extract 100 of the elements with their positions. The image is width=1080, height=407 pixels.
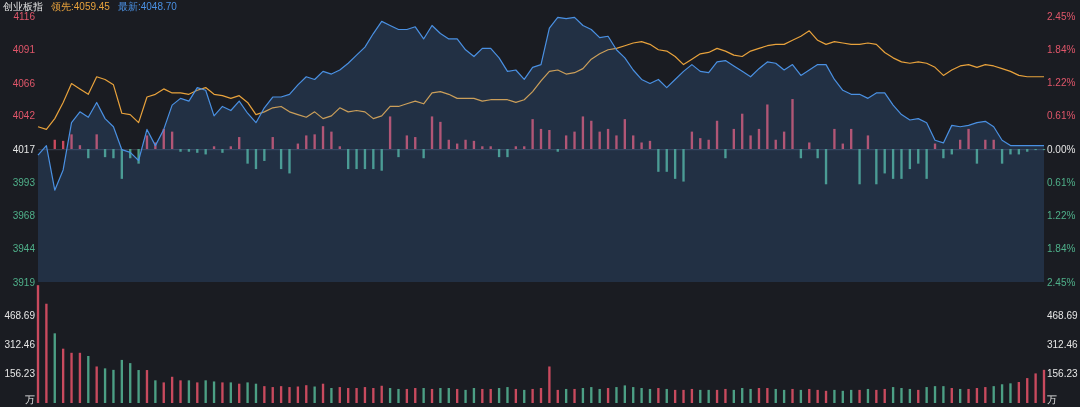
bar [816,389,819,403]
bar [481,146,484,149]
bar [548,130,551,149]
bar [229,146,232,149]
bar [682,389,685,403]
bar [422,388,425,403]
bar [766,388,769,403]
bar [724,149,727,159]
y2-tick-label: 1.84% [1047,243,1076,255]
bar [1034,373,1037,403]
bar [70,352,73,403]
y2-tick-label: 1.84% [1047,43,1076,55]
bar [397,149,400,158]
bar [263,386,266,403]
bar [514,146,518,149]
y-tick-label: 156.23 [4,368,36,380]
y2-tick-label: 0.61% [1047,176,1076,188]
bar [112,149,115,159]
y2-tick-label: 0.61% [1047,110,1076,122]
bar [212,146,216,149]
y2-tick-label: 0.00% [1047,143,1076,155]
bar [967,388,970,403]
bar [875,149,878,185]
bar [858,389,861,403]
bar [330,131,333,149]
y-axis-title: 万 [25,394,35,405]
bar [1009,383,1012,403]
bar [112,369,115,403]
bar [816,149,819,159]
bar [154,380,157,403]
bar [338,146,341,149]
bar [615,135,618,149]
bar [506,387,509,403]
bar [137,370,140,403]
y2-axis-title: 万 [1047,394,1057,405]
bar [187,149,191,152]
bar [749,135,752,149]
bar [925,149,928,179]
bar [439,121,442,149]
y-tick-label: 4091 [12,44,36,56]
y2-tick-label: 312.46 [1047,338,1079,350]
bar [531,388,534,403]
bar [70,134,73,149]
bar [397,388,400,403]
bar [330,388,333,403]
bar [288,387,291,403]
bar [724,388,727,403]
bar [707,389,710,403]
bar [464,389,467,403]
bar [833,389,836,403]
bar [45,303,48,403]
bar [900,149,903,179]
text: 领先:4059.45 [51,1,111,12]
bar [204,380,207,403]
bar [942,149,945,159]
bar [179,380,182,403]
bar [313,134,316,149]
bar [313,386,316,403]
y2-tick-label: 468.69 [1047,309,1079,321]
bar [204,149,207,155]
bar [766,104,769,149]
bar [791,99,794,149]
bar [372,149,375,170]
bar [1026,149,1029,152]
y2-tick-label: 1.22% [1047,209,1076,221]
bar [288,149,291,174]
bar [682,149,685,182]
bar [749,388,752,403]
y-tick-label: 4116 [13,10,36,22]
y-tick-label: 3944 [12,242,36,254]
bar [355,388,358,403]
bar [372,388,375,403]
bar [439,388,442,403]
bar [523,146,526,149]
bar [556,149,559,152]
bar [263,149,266,161]
line-series [37,30,1045,131]
bar [573,131,576,149]
text: 最新:4048.70 [117,1,178,12]
bar [615,387,618,403]
bar [875,389,878,403]
bar [707,139,710,149]
bar [1009,149,1012,155]
y2-tick-label: 156.23 [1047,368,1079,380]
bar [506,149,509,158]
bar [833,128,836,149]
y-tick-label: 3993 [12,176,36,188]
bar [179,149,182,152]
bar [791,388,794,403]
bar [221,149,224,153]
bar [531,119,534,149]
bar [464,139,467,149]
y2-tick-label: 2.45% [1047,276,1076,288]
bar [246,149,249,164]
bar [657,388,660,403]
bar [221,382,224,403]
bar [640,388,643,403]
y2-tick-label: 1.22% [1047,77,1076,89]
bar [246,382,249,403]
bar [967,128,970,149]
